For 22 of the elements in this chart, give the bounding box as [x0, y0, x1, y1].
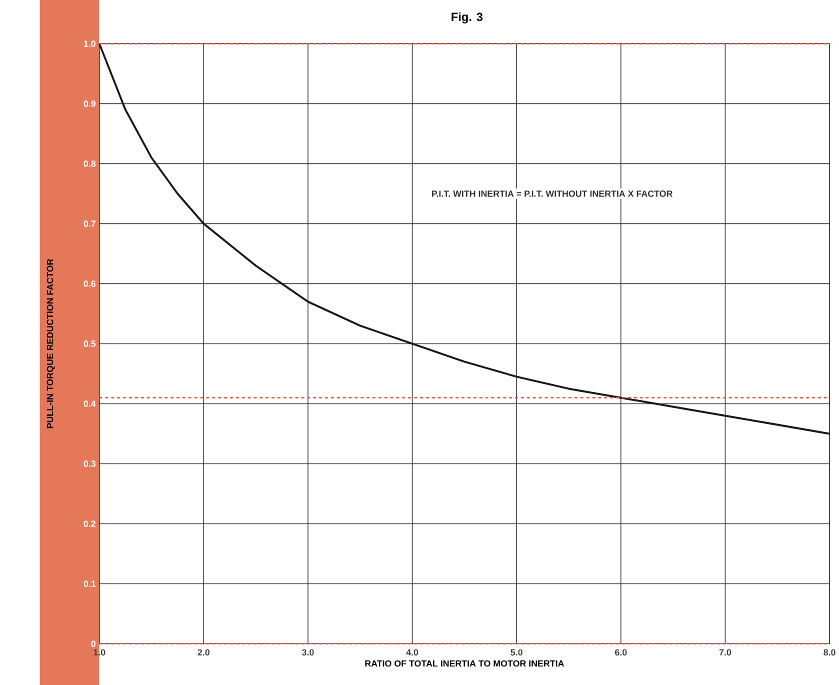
y-tick-label: 0.5 [84, 340, 96, 347]
x-tick-label: 8.0 [824, 648, 836, 656]
y-axis-title: PULL-IN TORQUE REDUCTION FACTOR [46, 258, 55, 428]
y-tick-label: 0.6 [84, 280, 96, 287]
y-tick-label: 0.2 [84, 520, 96, 527]
x-axis-title: RATIO OF TOTAL INERTIA TO MOTOR INERTIA [365, 660, 564, 666]
x-tick-label: 7.0 [719, 648, 732, 656]
y-tick-label: 0.1 [84, 580, 96, 587]
x-tick-label: 5.0 [510, 648, 522, 656]
y-tick-label: 1.0 [84, 40, 96, 47]
y-tick-label: 0.7 [84, 220, 96, 227]
y-tick-label: 0.9 [84, 100, 96, 107]
x-tick-label: 4.0 [406, 648, 418, 656]
y-tick-label: 0.4 [84, 400, 96, 407]
x-tick-label: 3.0 [302, 648, 314, 656]
chart-title: Fig. 3 [452, 12, 483, 24]
y-tick-label: 0 [91, 640, 96, 647]
y-tick-label: 0.3 [84, 460, 96, 467]
annotation: P.I.T. WITH INERTIA = P.I.T. WITHOUT INERTIA X FACTOR [432, 190, 673, 197]
x-tick-label: 6.0 [615, 648, 627, 656]
x-tick-label: 2.0 [198, 648, 210, 656]
y-tick-label: 0.8 [84, 160, 96, 167]
